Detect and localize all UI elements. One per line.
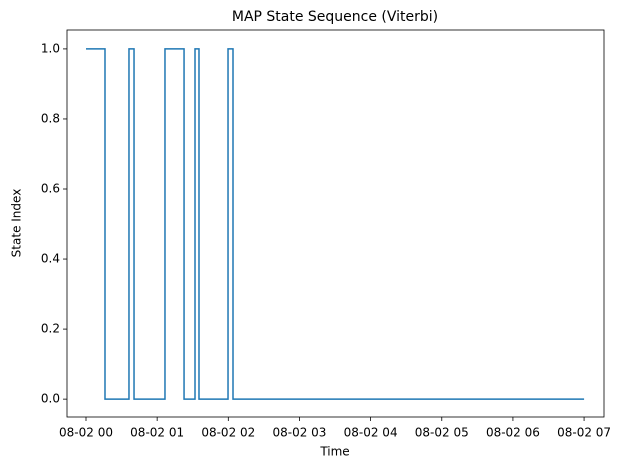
y-tick-label: 1.0 <box>41 41 60 55</box>
x-tick-label: 08-02 00 <box>59 426 113 440</box>
plot-frame <box>66 29 605 418</box>
x-tick-label: 08-02 03 <box>272 426 326 440</box>
x-tick-label: 08-02 04 <box>344 426 398 440</box>
x-tick-label: 08-02 02 <box>201 426 255 440</box>
x-tick-label: 08-02 01 <box>130 426 184 440</box>
y-tick-label: 0.8 <box>41 111 60 125</box>
y-tick-label: 0.0 <box>41 392 60 406</box>
x-axis-label: Time <box>319 445 349 459</box>
line <box>85 48 585 400</box>
x-tick-label: 08-02 06 <box>486 426 540 440</box>
y-tick-label: 0.2 <box>41 322 60 336</box>
y-tick-label: 0.6 <box>41 182 60 196</box>
y-axis-label: State Index <box>10 189 24 258</box>
chart-title: MAP State Sequence (Viterbi) <box>232 9 438 25</box>
x-tick-label: 08-02 05 <box>415 426 469 440</box>
y-tick-label: 0.4 <box>41 252 60 266</box>
x-tick-label: 08-02 07 <box>557 426 611 440</box>
